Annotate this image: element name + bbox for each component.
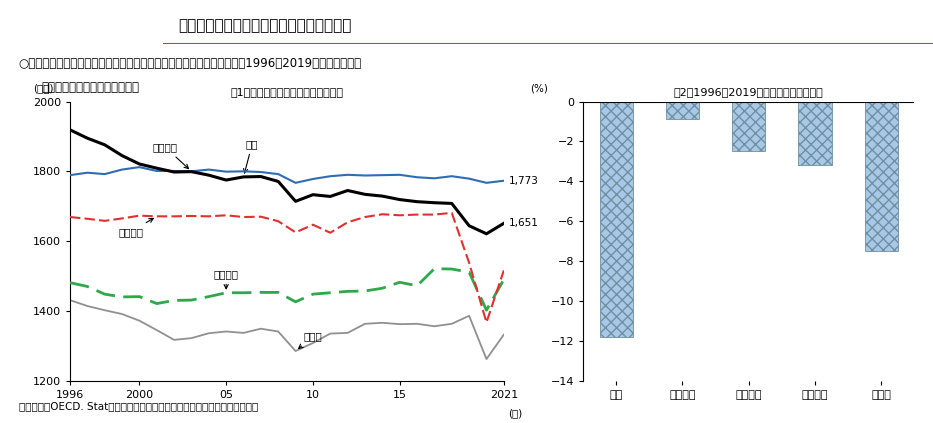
Title: （2）1996～2019年の労働時間の減少幅: （2）1996～2019年の労働時間の減少幅 [674,87,824,96]
Bar [799,102,831,165]
Text: と、他国と比べて大きく減少。: と、他国と比べて大きく減少。 [41,81,139,94]
Text: ○　日本の雇用者一人当たり年間労働時間は長期的に減少傾向にあり、1996～2019年の変化をみる: ○ 日本の雇用者一人当たり年間労働時間は長期的に減少傾向にあり、1996～201… [19,57,362,69]
Text: 1,773: 1,773 [509,176,539,186]
Text: 第２－（１）－７図: 第２－（１）－７図 [50,19,113,32]
Text: フランス: フランス [214,269,239,289]
Text: 1,651: 1,651 [509,218,539,228]
Text: (%): (%) [530,83,548,93]
Text: アメリカ: アメリカ [153,143,188,169]
Text: 雇用者一人当たり年間労働時間の国際比較: 雇用者一人当たり年間労働時間の国際比較 [178,18,352,33]
Text: イギリス: イギリス [118,218,153,237]
Text: 日本: 日本 [244,139,258,173]
Bar [732,102,765,151]
Bar [666,102,699,119]
Title: （1）一人当たり年間労働時間の推移: （1）一人当たり年間労働時間の推移 [230,87,343,96]
Bar [600,102,633,337]
Text: (時間): (時間) [33,83,53,93]
Text: ドイツ: ドイツ [299,332,322,349]
Bar [865,102,898,251]
Text: 資料出所　OECD. Statをもとに厉生労働省政策統括官付気策統括室にて作成: 資料出所 OECD. Statをもとに厉生労働省政策統括官付気策統括室にて作成 [19,401,258,411]
Text: (年): (年) [508,409,522,419]
